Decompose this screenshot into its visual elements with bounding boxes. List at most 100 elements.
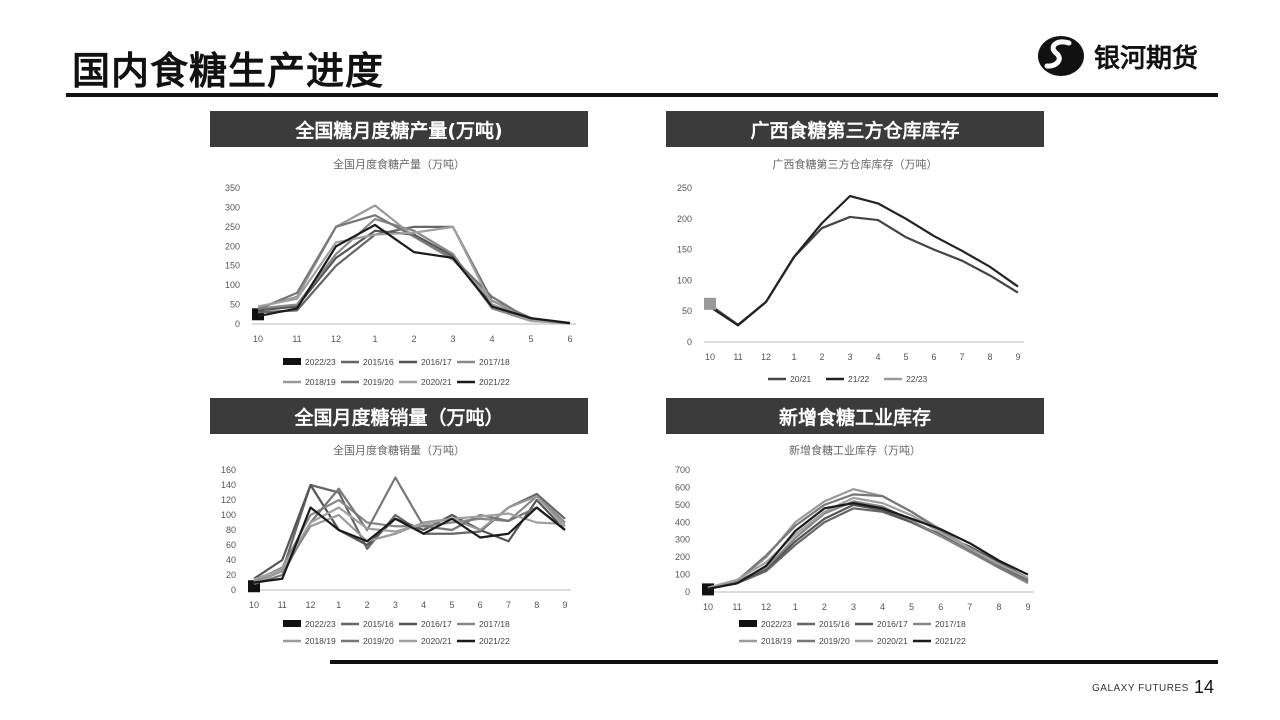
y-tick-label: 50 bbox=[230, 300, 240, 310]
y-tick-label: 250 bbox=[677, 183, 692, 193]
y-tick-label: 100 bbox=[677, 275, 692, 285]
legend-label: 2017/18 bbox=[479, 357, 510, 367]
series-line bbox=[257, 229, 571, 325]
panel-header-guangxi-inventory: 广西食糖第三方仓库库存 bbox=[666, 111, 1044, 147]
x-tick-label: 12 bbox=[761, 352, 771, 362]
legend-label: 2021/22 bbox=[935, 636, 966, 646]
legend-label: 2019/20 bbox=[363, 636, 394, 646]
series-line bbox=[257, 223, 571, 325]
footer-divider bbox=[330, 660, 1218, 664]
legend-label: 2022/23 bbox=[305, 619, 336, 629]
chart-title: 全国月度食糖销量（万吨） bbox=[333, 443, 465, 457]
legend-label: 2020/21 bbox=[421, 636, 452, 646]
x-tick-label: 6 bbox=[478, 600, 483, 610]
x-tick-label: 2 bbox=[365, 600, 370, 610]
legend-swatch bbox=[739, 620, 757, 627]
y-tick-label: 100 bbox=[675, 570, 690, 580]
y-tick-label: 0 bbox=[235, 319, 240, 329]
series-line bbox=[709, 215, 1019, 326]
y-tick-label: 600 bbox=[675, 482, 690, 492]
legend-label: 2018/19 bbox=[305, 636, 336, 646]
y-tick-label: 400 bbox=[675, 517, 690, 527]
x-tick-label: 1 bbox=[336, 600, 341, 610]
legend-label: 2015/16 bbox=[363, 619, 394, 629]
legend-label: 2022/23 bbox=[305, 357, 336, 367]
series-line bbox=[709, 194, 1019, 327]
x-tick-label: 8 bbox=[987, 352, 992, 362]
x-tick-label: 7 bbox=[967, 602, 972, 612]
y-tick-label: 40 bbox=[226, 555, 236, 565]
series-line bbox=[253, 483, 566, 580]
x-tick-label: 8 bbox=[996, 602, 1001, 612]
brand-logo: 银河期货 bbox=[1036, 34, 1198, 78]
x-tick-label: 6 bbox=[567, 334, 572, 344]
chart-title: 新增食糖工业库存（万吨） bbox=[789, 443, 921, 457]
series-line bbox=[707, 493, 1029, 590]
x-tick-label: 2 bbox=[822, 602, 827, 612]
x-tick-label: 1 bbox=[372, 334, 377, 344]
x-tick-label: 12 bbox=[306, 600, 316, 610]
y-tick-label: 140 bbox=[221, 480, 236, 490]
y-tick-label: 200 bbox=[675, 552, 690, 562]
page-number: 14 bbox=[1194, 677, 1215, 697]
y-tick-label: 160 bbox=[221, 465, 236, 475]
legend-label: 2016/17 bbox=[421, 619, 452, 629]
x-tick-label: 3 bbox=[851, 602, 856, 612]
series-point bbox=[702, 583, 714, 596]
series-line bbox=[253, 506, 566, 581]
x-tick-label: 1 bbox=[791, 352, 796, 362]
legend-label: 22/23 bbox=[906, 374, 928, 384]
x-tick-label: 11 bbox=[292, 334, 301, 344]
y-tick-label: 250 bbox=[225, 222, 240, 232]
x-tick-label: 9 bbox=[1015, 352, 1020, 362]
series-line bbox=[707, 503, 1029, 590]
panel-header-industrial-inventory: 新增食糖工业库存 bbox=[666, 398, 1044, 434]
chart-title: 全国月度食糖产量（万吨） bbox=[333, 157, 465, 171]
y-tick-label: 150 bbox=[677, 245, 692, 255]
galaxy-logo-icon bbox=[1038, 36, 1084, 76]
x-tick-label: 5 bbox=[909, 602, 914, 612]
legend-label: 2016/17 bbox=[877, 619, 908, 629]
x-tick-label: 8 bbox=[534, 600, 539, 610]
y-tick-label: 200 bbox=[677, 214, 692, 224]
y-tick-label: 0 bbox=[231, 585, 236, 595]
panel-header-production: 全国糖月度糖产量(万吨) bbox=[210, 111, 588, 147]
x-tick-label: 5 bbox=[449, 600, 454, 610]
x-tick-label: 4 bbox=[421, 600, 426, 610]
x-tick-label: 12 bbox=[761, 602, 771, 612]
legend-label: 2021/22 bbox=[479, 377, 510, 387]
y-tick-label: 100 bbox=[221, 510, 236, 520]
legend-label: 2018/19 bbox=[761, 636, 792, 646]
legend-label: 2015/16 bbox=[363, 357, 394, 367]
legend-label: 2018/19 bbox=[305, 377, 336, 387]
x-tick-label: 5 bbox=[528, 334, 533, 344]
legend-swatch bbox=[283, 358, 301, 365]
legend-label: 2019/20 bbox=[363, 377, 394, 387]
x-tick-label: 10 bbox=[703, 602, 713, 612]
panel-header-sales: 全国月度糖销量（万吨） bbox=[210, 398, 588, 434]
y-tick-label: 200 bbox=[225, 241, 240, 251]
legend-label: 2020/21 bbox=[421, 377, 452, 387]
series-line bbox=[707, 496, 1029, 589]
y-tick-label: 0 bbox=[685, 587, 690, 597]
series-line bbox=[707, 502, 1029, 590]
x-tick-label: 7 bbox=[959, 352, 964, 362]
series-line bbox=[257, 225, 571, 325]
title-divider bbox=[66, 93, 1218, 97]
series-line bbox=[257, 214, 571, 325]
series-line bbox=[257, 225, 571, 324]
legend-label: 2020/21 bbox=[877, 636, 908, 646]
footer-brand: GALAXY FUTURES bbox=[1092, 683, 1189, 694]
y-tick-label: 100 bbox=[225, 280, 240, 290]
x-tick-label: 3 bbox=[393, 600, 398, 610]
x-tick-label: 10 bbox=[253, 334, 263, 344]
x-tick-label: 1 bbox=[793, 602, 798, 612]
x-tick-label: 2 bbox=[411, 334, 416, 344]
y-tick-label: 300 bbox=[225, 202, 240, 212]
y-tick-label: 150 bbox=[225, 261, 240, 271]
x-tick-label: 11 bbox=[733, 352, 742, 362]
x-tick-label: 4 bbox=[875, 352, 880, 362]
